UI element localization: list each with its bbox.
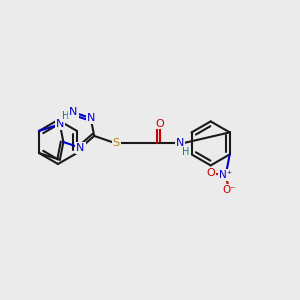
Text: H: H	[182, 147, 190, 158]
Text: N: N	[69, 107, 78, 117]
Text: N: N	[86, 113, 95, 123]
Text: N: N	[56, 119, 64, 129]
Text: O⁻: O⁻	[222, 184, 236, 195]
Text: O: O	[206, 168, 215, 178]
Text: N: N	[76, 143, 85, 153]
Text: O: O	[156, 118, 164, 129]
Text: H: H	[62, 111, 70, 121]
Text: N: N	[176, 138, 184, 148]
Text: N⁺: N⁺	[219, 170, 232, 180]
Text: S: S	[112, 138, 120, 148]
